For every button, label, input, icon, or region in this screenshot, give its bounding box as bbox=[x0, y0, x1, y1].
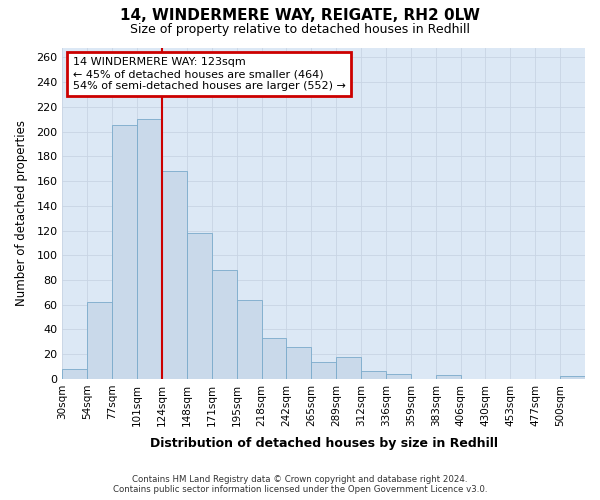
Bar bbox=[187, 233, 212, 379]
Bar bbox=[436, 375, 461, 379]
Text: Size of property relative to detached houses in Redhill: Size of property relative to detached ho… bbox=[130, 22, 470, 36]
Bar bbox=[560, 376, 585, 379]
Text: Contains HM Land Registry data © Crown copyright and database right 2024.
Contai: Contains HM Land Registry data © Crown c… bbox=[113, 474, 487, 494]
Text: 14 WINDERMERE WAY: 123sqm
← 45% of detached houses are smaller (464)
54% of semi: 14 WINDERMERE WAY: 123sqm ← 45% of detac… bbox=[73, 58, 346, 90]
Text: 14, WINDERMERE WAY, REIGATE, RH2 0LW: 14, WINDERMERE WAY, REIGATE, RH2 0LW bbox=[120, 8, 480, 22]
Bar bbox=[386, 374, 411, 379]
Bar bbox=[361, 372, 386, 379]
Y-axis label: Number of detached properties: Number of detached properties bbox=[15, 120, 28, 306]
X-axis label: Distribution of detached houses by size in Redhill: Distribution of detached houses by size … bbox=[150, 437, 498, 450]
Bar bbox=[112, 126, 137, 379]
Bar bbox=[212, 270, 236, 379]
Bar bbox=[286, 347, 311, 379]
Bar bbox=[162, 171, 187, 379]
Bar bbox=[137, 119, 162, 379]
Bar bbox=[236, 300, 262, 379]
Bar bbox=[88, 302, 112, 379]
Bar bbox=[336, 356, 361, 379]
Bar bbox=[262, 338, 286, 379]
Bar bbox=[311, 362, 336, 379]
Bar bbox=[62, 369, 88, 379]
